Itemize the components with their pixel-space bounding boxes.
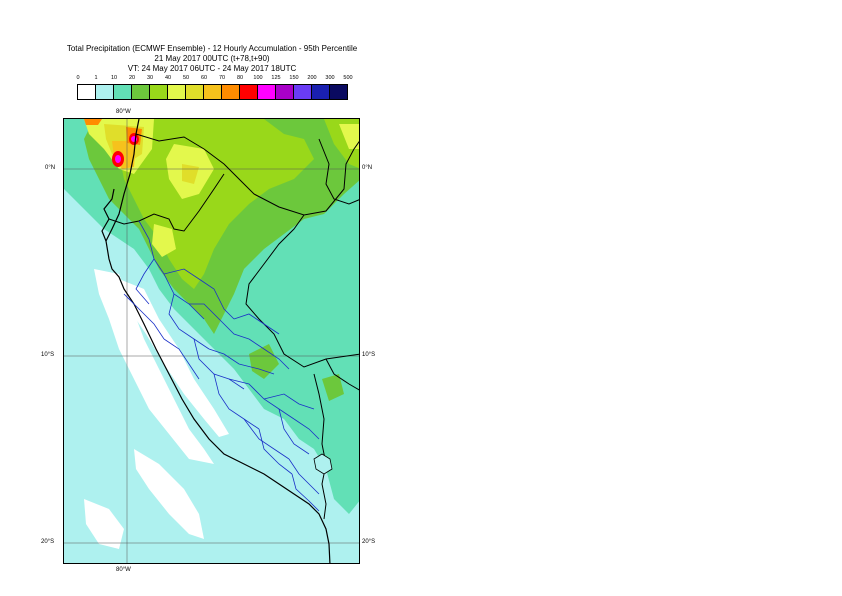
lake-titicaca [313, 453, 333, 475]
lat-label-right-20s: 20°S [362, 539, 376, 545]
regional-borders [123, 220, 320, 512]
legend-swatch [293, 84, 312, 100]
map-canvas [64, 119, 359, 563]
legend-label: 150 [289, 75, 299, 81]
precip-field-20-30-c [322, 374, 344, 401]
dry-zone-offshore [94, 269, 214, 464]
legend-label: 40 [164, 75, 172, 81]
legend-label: 100 [253, 75, 263, 81]
dry-zone-coast [119, 279, 229, 437]
border-ecuador-colombia [135, 133, 359, 216]
legend-swatch [167, 84, 186, 100]
legend-label: 125 [271, 75, 281, 81]
border-ecuador-peru [108, 173, 225, 232]
legend-swatch [131, 84, 150, 100]
legend-swatch [77, 84, 96, 100]
lat-label-left-0: 0°N [45, 165, 56, 171]
precip-field-10-20-south [319, 409, 359, 488]
legend-swatch [185, 84, 204, 100]
title-line-2: 21 May 2017 00UTC (t+78,t+90) [154, 54, 270, 63]
legend-label: 60 [200, 75, 208, 81]
lat-label-right-0: 0°N [362, 165, 373, 171]
legend-swatch [149, 84, 168, 100]
border-peru-brazil [245, 214, 359, 368]
lon-label-bottom: 80°W [116, 567, 131, 573]
precip-field-20-30-b [249, 344, 279, 379]
lat-label-left-20s: 20°S [41, 539, 55, 545]
legend-label: 70 [218, 75, 226, 81]
lat-label-right-10s: 10°S [362, 352, 376, 358]
legend-label: 20 [128, 75, 136, 81]
legend-swatch [203, 84, 222, 100]
legend-swatch [239, 84, 258, 100]
legend-label: 500 [343, 75, 353, 81]
coastline-gulf [101, 188, 115, 242]
border-brazil-bolivia [325, 358, 359, 391]
precip-field-40-50-b [152, 224, 176, 257]
border-venezuela [318, 138, 359, 205]
precip-field-70-80-b [84, 119, 102, 125]
legend-label: 0 [76, 75, 80, 81]
precipitation-map [63, 118, 360, 564]
border-peru-bolivia [313, 373, 327, 520]
legend-label: 300 [325, 75, 335, 81]
precip-field-40-50-d [339, 124, 359, 149]
legend-swatch [275, 84, 294, 100]
legend-label: 80 [236, 75, 244, 81]
title-line-1: Total Precipitation (ECMWF Ensemble) - 1… [66, 44, 358, 53]
legend-swatch [311, 84, 330, 100]
precip-field-100-125 [115, 155, 121, 163]
lat-label-left-10s: 10°S [41, 352, 55, 358]
coastline [105, 119, 331, 563]
legend-label: 30 [146, 75, 154, 81]
legend-label: 50 [182, 75, 190, 81]
dry-zone-offshore-b [134, 449, 204, 539]
legend-swatch [257, 84, 276, 100]
legend-swatch [95, 84, 114, 100]
legend-swatch [221, 84, 240, 100]
title-line-3: VT: 24 May 2017 06UTC - 24 May 2017 18UT… [127, 64, 297, 73]
dry-zone-offshore-c [84, 499, 124, 549]
legend-label: 1 [94, 75, 98, 81]
legend-label: 10 [110, 75, 118, 81]
legend-label: 200 [307, 75, 317, 81]
legend-swatch [113, 84, 132, 100]
legend-swatch [329, 84, 348, 100]
lon-label-top: 80°W [116, 109, 131, 115]
